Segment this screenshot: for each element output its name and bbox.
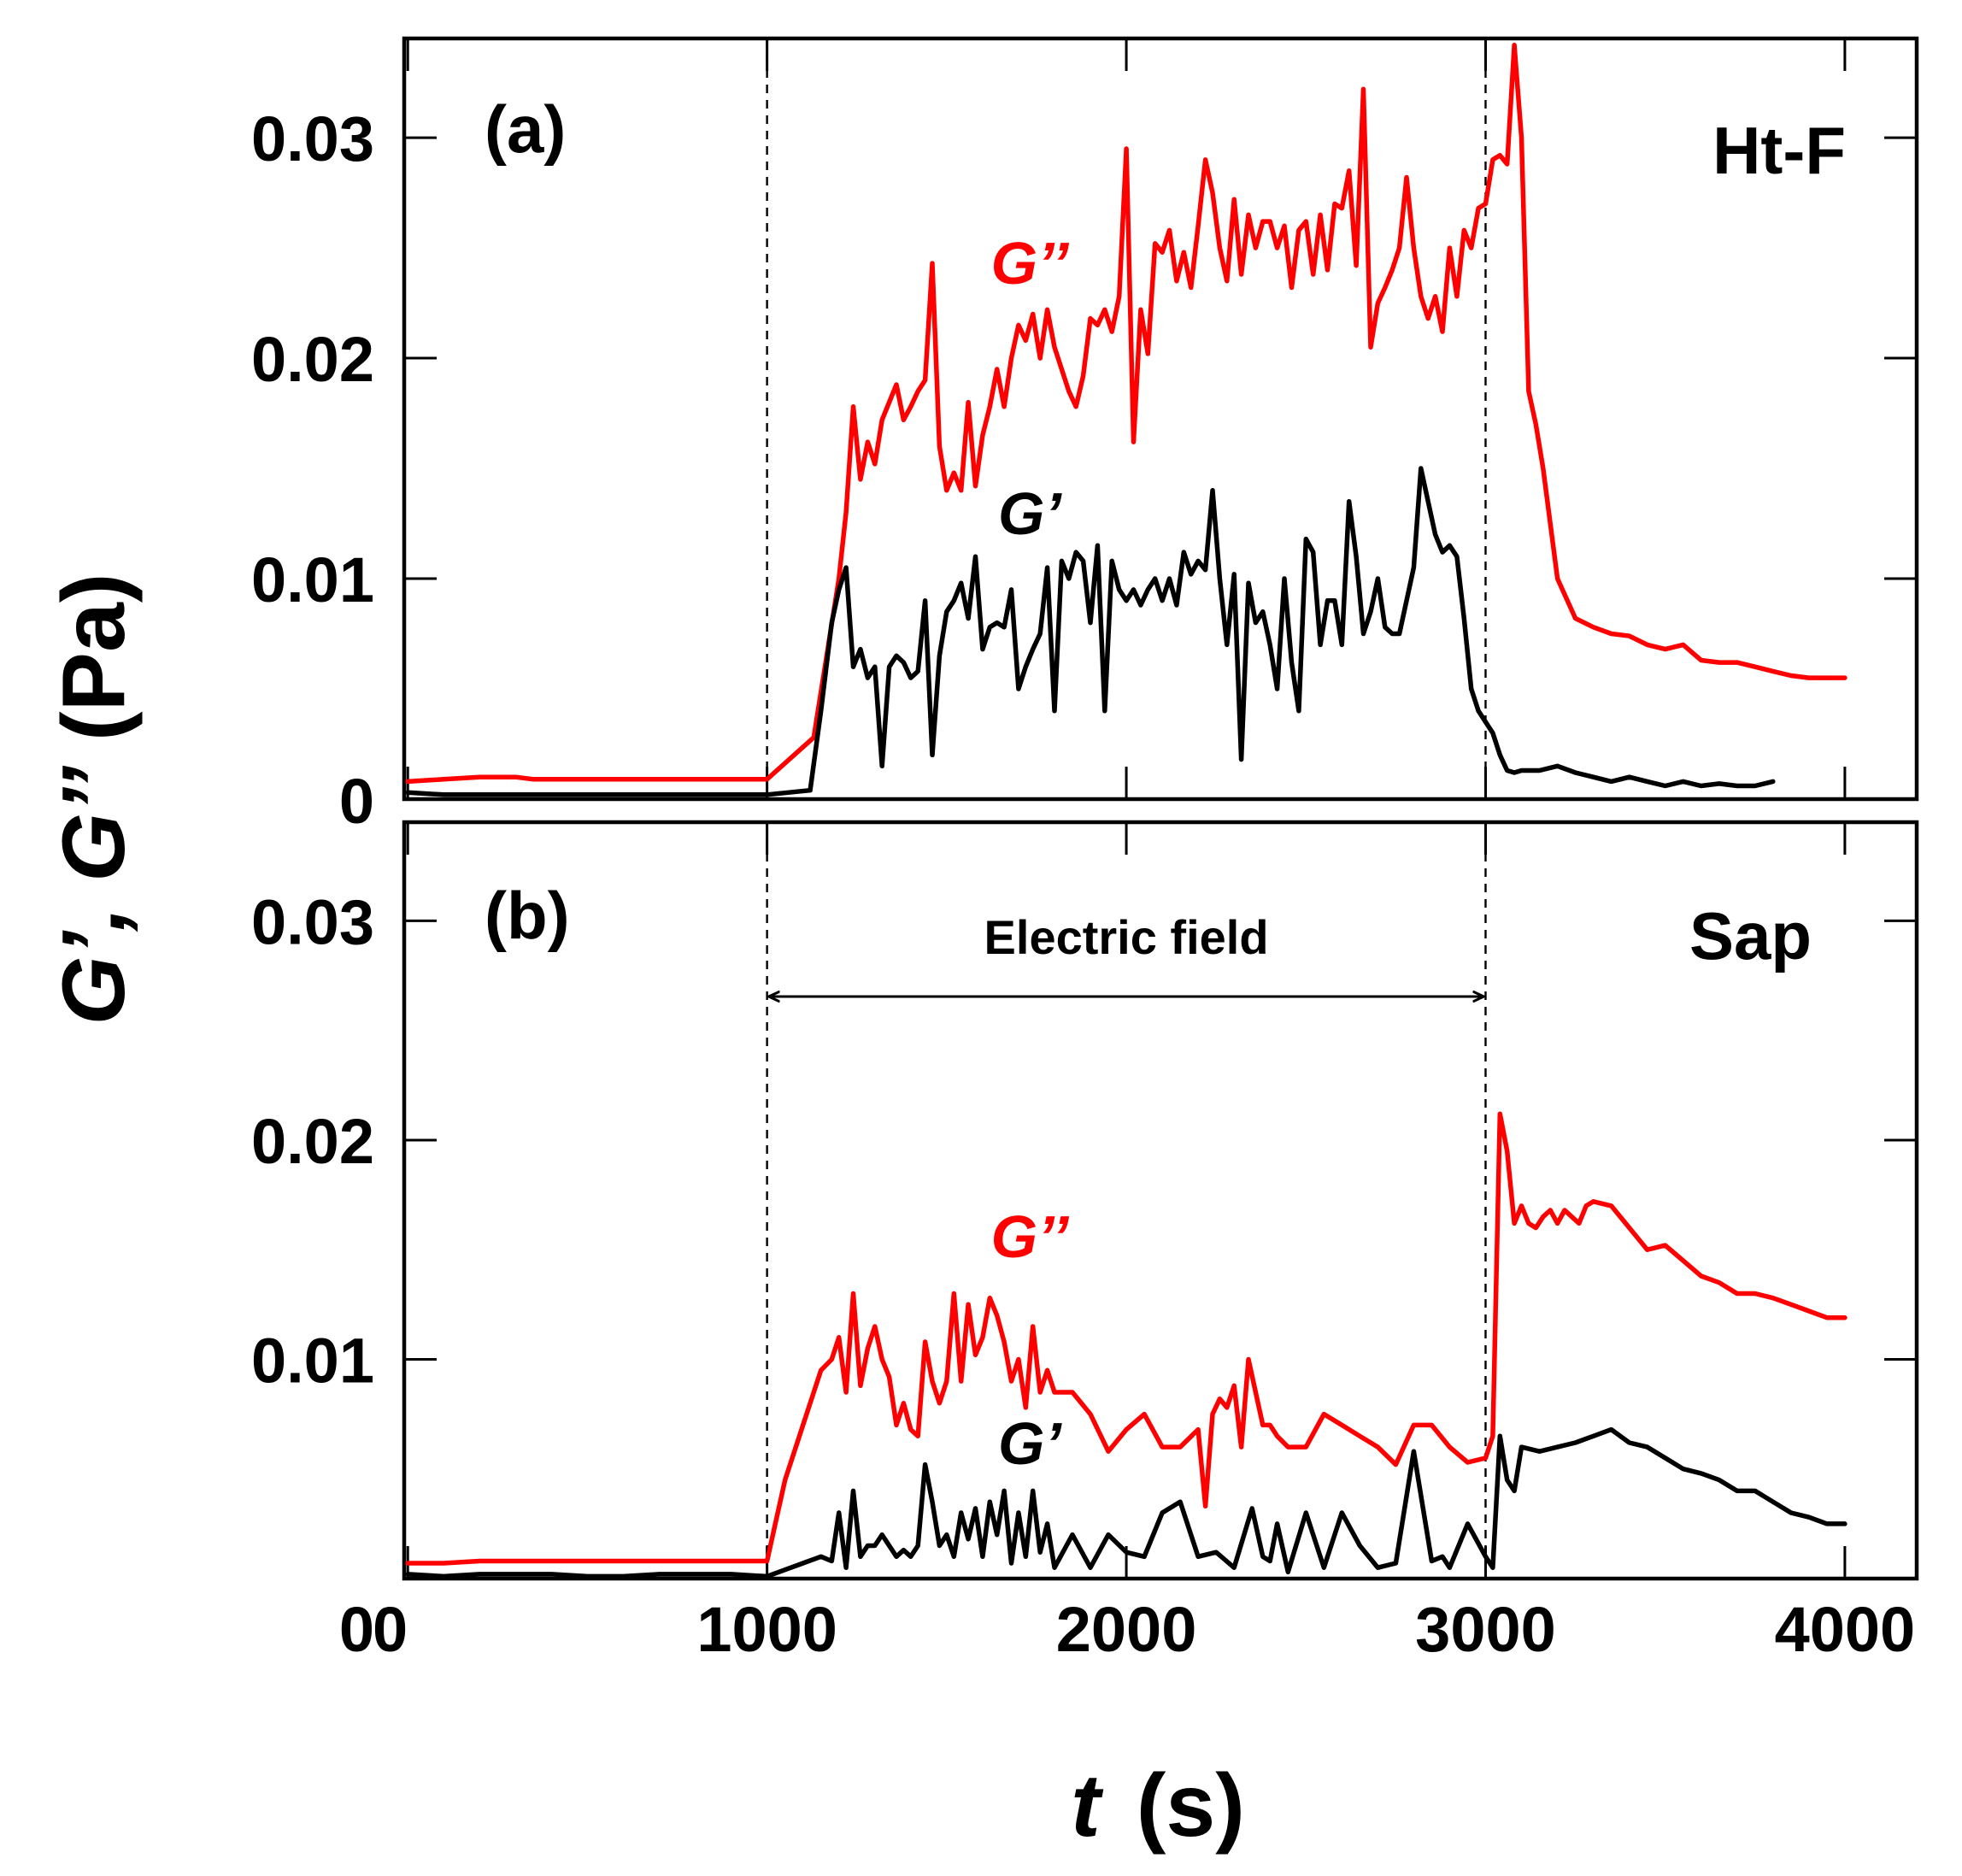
series-label-G-double-prime: G’’ — [991, 1203, 1070, 1270]
y-tick-label: 0.01 — [251, 544, 374, 615]
series-label-G-prime: G’ — [998, 1410, 1062, 1477]
panel-b: 0 0.01 0.02 0.03 G’’ G’ (b) Sap Electric field — [251, 820, 1919, 1665]
series-G-prime-line — [405, 1426, 1847, 1579]
y-tick-label: 0.03 — [251, 886, 374, 957]
x-axis-title: t (s) — [1071, 1756, 1245, 1855]
panel-a-frame — [402, 36, 1919, 802]
x-tick-label: 4000 — [1775, 1594, 1916, 1665]
y-tick-label: 0 — [339, 766, 374, 837]
y-tick-label: 0.02 — [251, 324, 374, 395]
series-label-G-prime: G’ — [998, 480, 1062, 547]
series-label-G-double-prime: G’’ — [991, 230, 1070, 297]
x-tick-label: 0 — [373, 1594, 408, 1665]
y-tick-label: 0.03 — [251, 103, 374, 174]
y-axis-title: G’, G’’ (Pa) — [44, 573, 144, 1026]
panels: 0 0.01 0.02 0.03 G’’ G’ (a) Ht-F 0 0.01 0.02 0.03 G’… — [251, 36, 1919, 1665]
y-axis-title-symbols: G’, G’’ — [44, 765, 144, 1026]
sample-label: Ht-F — [1712, 113, 1846, 188]
x-tick-label: 3000 — [1415, 1594, 1556, 1665]
x-tick-label: 2000 — [1056, 1594, 1197, 1665]
panel-b-frame — [402, 820, 1919, 1581]
y-tick-label: 0 — [339, 1594, 374, 1665]
series-G-double-prime-line — [405, 42, 1847, 785]
panel-label: (a) — [485, 91, 566, 167]
y-tick-label: 0.01 — [251, 1325, 374, 1396]
y-axis-title-unit: (Pa) — [44, 573, 144, 741]
panel-label: (b) — [485, 878, 570, 953]
series-G-prime-line — [405, 466, 1776, 797]
x-axis-title-symbol: t — [1071, 1756, 1104, 1855]
x-axis-title-unit: (s) — [1137, 1756, 1245, 1855]
panel-a: 0 0.01 0.02 0.03 G’’ G’ (a) Ht-F — [251, 36, 1919, 837]
x-tick-label: 1000 — [696, 1594, 837, 1665]
sample-label: Sap — [1689, 898, 1812, 973]
series-G-double-prime-line — [405, 1111, 1847, 1566]
electric-field-label: Electric field — [984, 910, 1269, 964]
y-tick-label: 0.02 — [251, 1106, 374, 1177]
